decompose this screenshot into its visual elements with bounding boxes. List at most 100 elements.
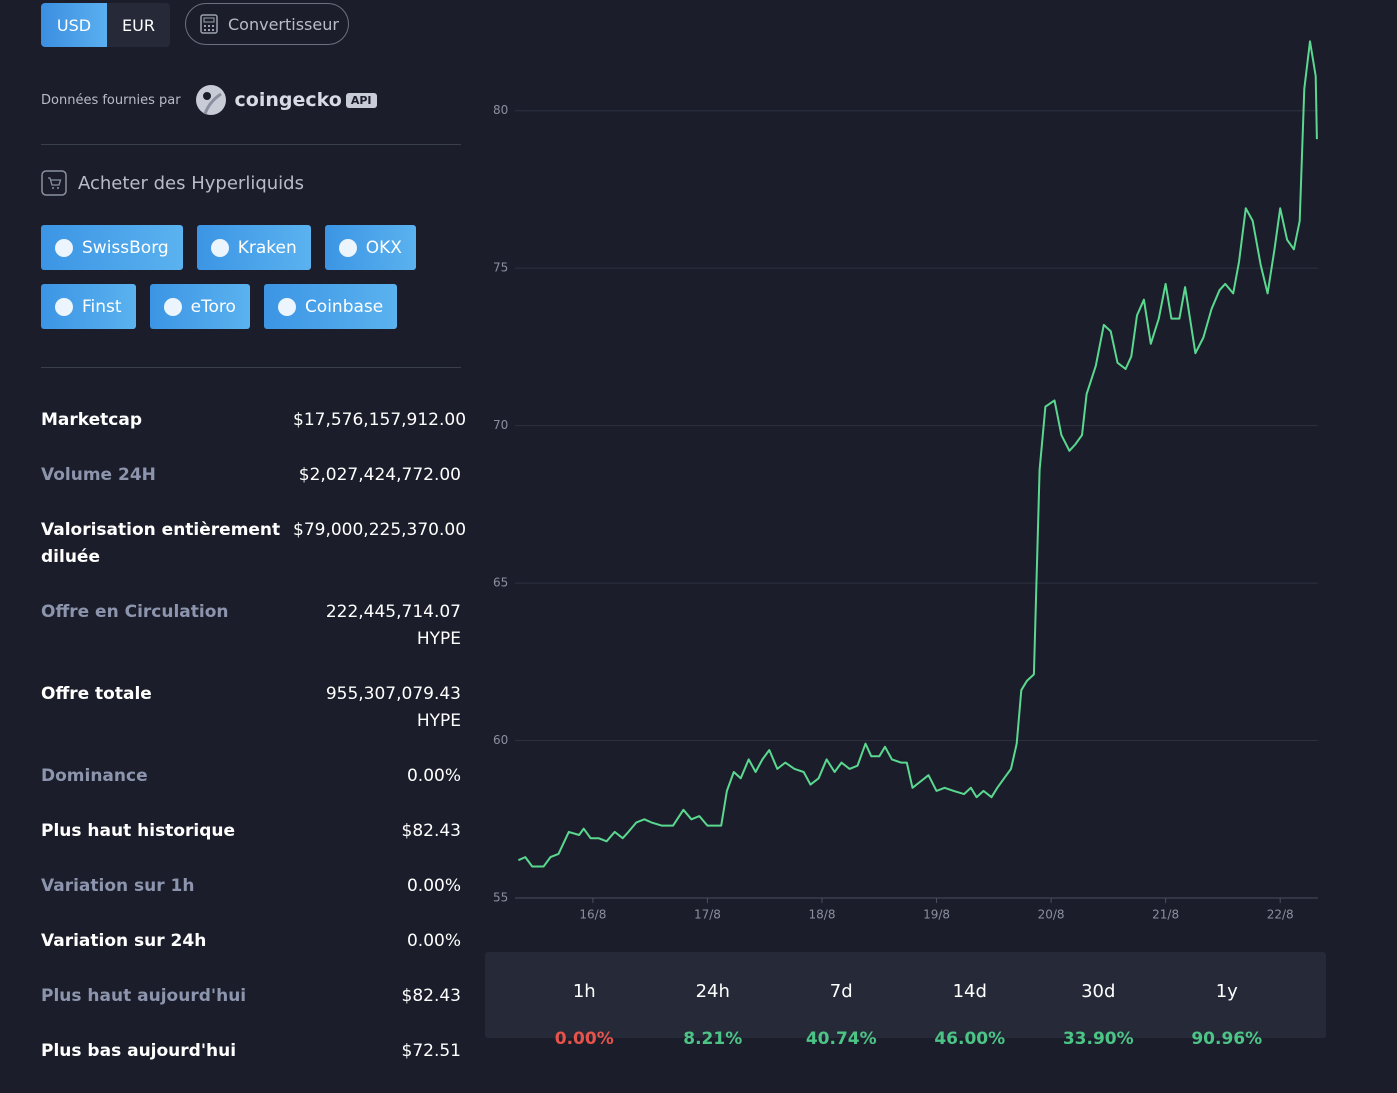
period-value: 33.90% <box>1062 1029 1134 1049</box>
y-tick-label: 60 <box>493 733 508 747</box>
period-label: 30d <box>1081 981 1116 1002</box>
divider <box>41 144 461 145</box>
currency-option[interactable]: USD <box>41 3 107 47</box>
exchange-button[interactable]: Finst <box>41 284 136 329</box>
stat-row: Offre en Circulation 222,445,714.07 HYPE <box>41 599 461 653</box>
exchange-icon <box>277 297 296 316</box>
y-tick-label: 65 <box>493 576 508 590</box>
period-label: 14d <box>952 981 987 1002</box>
period-label: 1y <box>1215 981 1238 1002</box>
exchange-icon <box>338 238 357 257</box>
exchange-button[interactable]: eToro <box>149 284 250 329</box>
period-value: 0.00% <box>554 1029 614 1049</box>
currency-option[interactable]: EUR <box>107 3 170 47</box>
x-tick-label: 18/8 <box>809 908 836 922</box>
stat-value: $79,000,225,370.00 <box>293 520 467 540</box>
exchange-name: Kraken <box>237 237 297 258</box>
period-value: 40.74% <box>805 1029 877 1049</box>
x-tick-label: 21/8 <box>1152 908 1179 922</box>
provider-badge: API <box>345 92 377 108</box>
provider-name: coingecko <box>234 89 342 111</box>
exchange-name: Finst <box>82 296 122 317</box>
converter-label: Convertisseur <box>228 14 339 34</box>
x-tick-label: 22/8 <box>1267 908 1294 922</box>
stat-row: Marketcap $17,576,157,912.00 <box>41 407 467 434</box>
stat-value: $72.51 <box>401 1041 461 1061</box>
exchange-name: Coinbase <box>304 296 384 317</box>
price-chart: 55 60 65 70 75 80 16/8 17/8 18/8 19/8 20/8 21/8 22/8 <box>493 40 1318 922</box>
x-tick-label: 20/8 <box>1038 908 1065 922</box>
provider-label: Données fournies par <box>41 92 181 108</box>
stat-row: Variation sur 1h 0.00% <box>41 873 461 900</box>
coingecko-logo <box>195 85 226 115</box>
period-cell: 1y 90.96% <box>1163 952 1292 1051</box>
stat-label: Plus bas aujourd'hui <box>41 1041 237 1061</box>
stat-value: 222,445,714.07 HYPE <box>325 602 461 649</box>
period-label: 7d <box>829 981 853 1002</box>
y-tick-label: 80 <box>493 103 508 117</box>
period-cell: 7d 40.74% <box>777 952 906 1051</box>
stat-label: Dominance <box>41 766 148 786</box>
stat-row: Offre totale 955,307,079.43 HYPE <box>41 681 461 735</box>
stat-label: Volume 24H <box>41 465 156 485</box>
stat-value: 0.00% <box>406 876 461 896</box>
provider: Données fournies par coingecko API <box>41 84 377 116</box>
exchange-icon <box>210 238 229 257</box>
stat-value: $82.43 <box>401 986 461 1006</box>
stat-value: 0.00% <box>406 766 461 786</box>
exchange-list: SwissBorg Kraken OKX Finst eToro Coinbase <box>41 225 441 329</box>
x-tick-label: 16/8 <box>579 908 606 922</box>
stat-row: Plus haut historique $82.43 <box>41 818 461 845</box>
stat-label: Offre en Circulation <box>41 602 229 622</box>
stat-value: 955,307,079.43 HYPE <box>325 684 461 731</box>
converter-button[interactable]: Convertisseur <box>185 3 349 45</box>
stat-row: Volume 24H $2,027,424,772.00 <box>41 462 461 489</box>
exchange-name: OKX <box>365 237 402 258</box>
exchange-button[interactable]: Kraken <box>196 225 311 270</box>
cart-icon <box>41 170 67 196</box>
buy-title-text: Acheter des Hyperliquids <box>78 172 304 194</box>
stat-row: Plus haut aujourd'hui $82.43 <box>41 983 461 1010</box>
exchange-icon <box>55 297 73 316</box>
exchange-name: SwissBorg <box>82 237 169 258</box>
period-value: 46.00% <box>934 1029 1006 1049</box>
price-line <box>517 40 1318 868</box>
x-tick-label: 17/8 <box>694 908 721 922</box>
stat-label: Marketcap <box>41 410 142 430</box>
period-value: 8.21% <box>683 1029 743 1049</box>
stat-label: Variation sur 1h <box>41 876 195 896</box>
exchange-name: eToro <box>190 296 236 317</box>
stat-row: Valorisation entièrement diluée $79,000,2… <box>41 517 467 571</box>
exchange-button[interactable]: OKX <box>324 225 416 270</box>
exchange-icon <box>163 297 182 316</box>
exchange-icon <box>55 238 73 257</box>
y-tick-label: 55 <box>493 891 508 905</box>
stat-row: Dominance 0.00% <box>41 763 461 790</box>
y-tick-label: 75 <box>493 261 508 275</box>
calculator-icon <box>200 14 218 34</box>
period-value: 90.96% <box>1191 1029 1263 1049</box>
x-tick-label: 19/8 <box>923 908 950 922</box>
divider <box>41 367 461 368</box>
stat-label: Variation sur 24h <box>41 931 207 951</box>
currency-toggle: USD EUR <box>41 3 170 47</box>
y-tick-label: 70 <box>493 418 508 432</box>
stat-label: Plus haut historique <box>41 821 236 841</box>
buy-title: Acheter des Hyperliquids <box>41 170 304 196</box>
stat-label: Plus haut aujourd'hui <box>41 986 247 1006</box>
exchange-button[interactable]: SwissBorg <box>41 225 183 270</box>
stat-label: Valorisation entièrement diluée <box>41 520 281 567</box>
period-cell: 30d 33.90% <box>1034 952 1163 1051</box>
stat-value: 0.00% <box>406 931 461 951</box>
exchange-button[interactable]: Coinbase <box>263 284 398 329</box>
stat-label: Offre totale <box>41 684 152 704</box>
stat-row: Plus bas aujourd'hui $72.51 <box>41 1038 461 1065</box>
period-label: 24h <box>695 981 730 1002</box>
period-cell: 24h 8.21% <box>649 952 778 1051</box>
period-changes: 1h 0.00% 24h 8.21% 7d 40.74% 14d 46.00% 30d 33.90… <box>485 952 1326 1049</box>
stat-row: Variation sur 24h 0.00% <box>41 928 461 955</box>
stat-value: $17,576,157,912.00 <box>293 410 467 430</box>
period-cell: 1h 0.00% <box>520 952 649 1051</box>
period-cell: 14d 46.00% <box>906 952 1035 1051</box>
